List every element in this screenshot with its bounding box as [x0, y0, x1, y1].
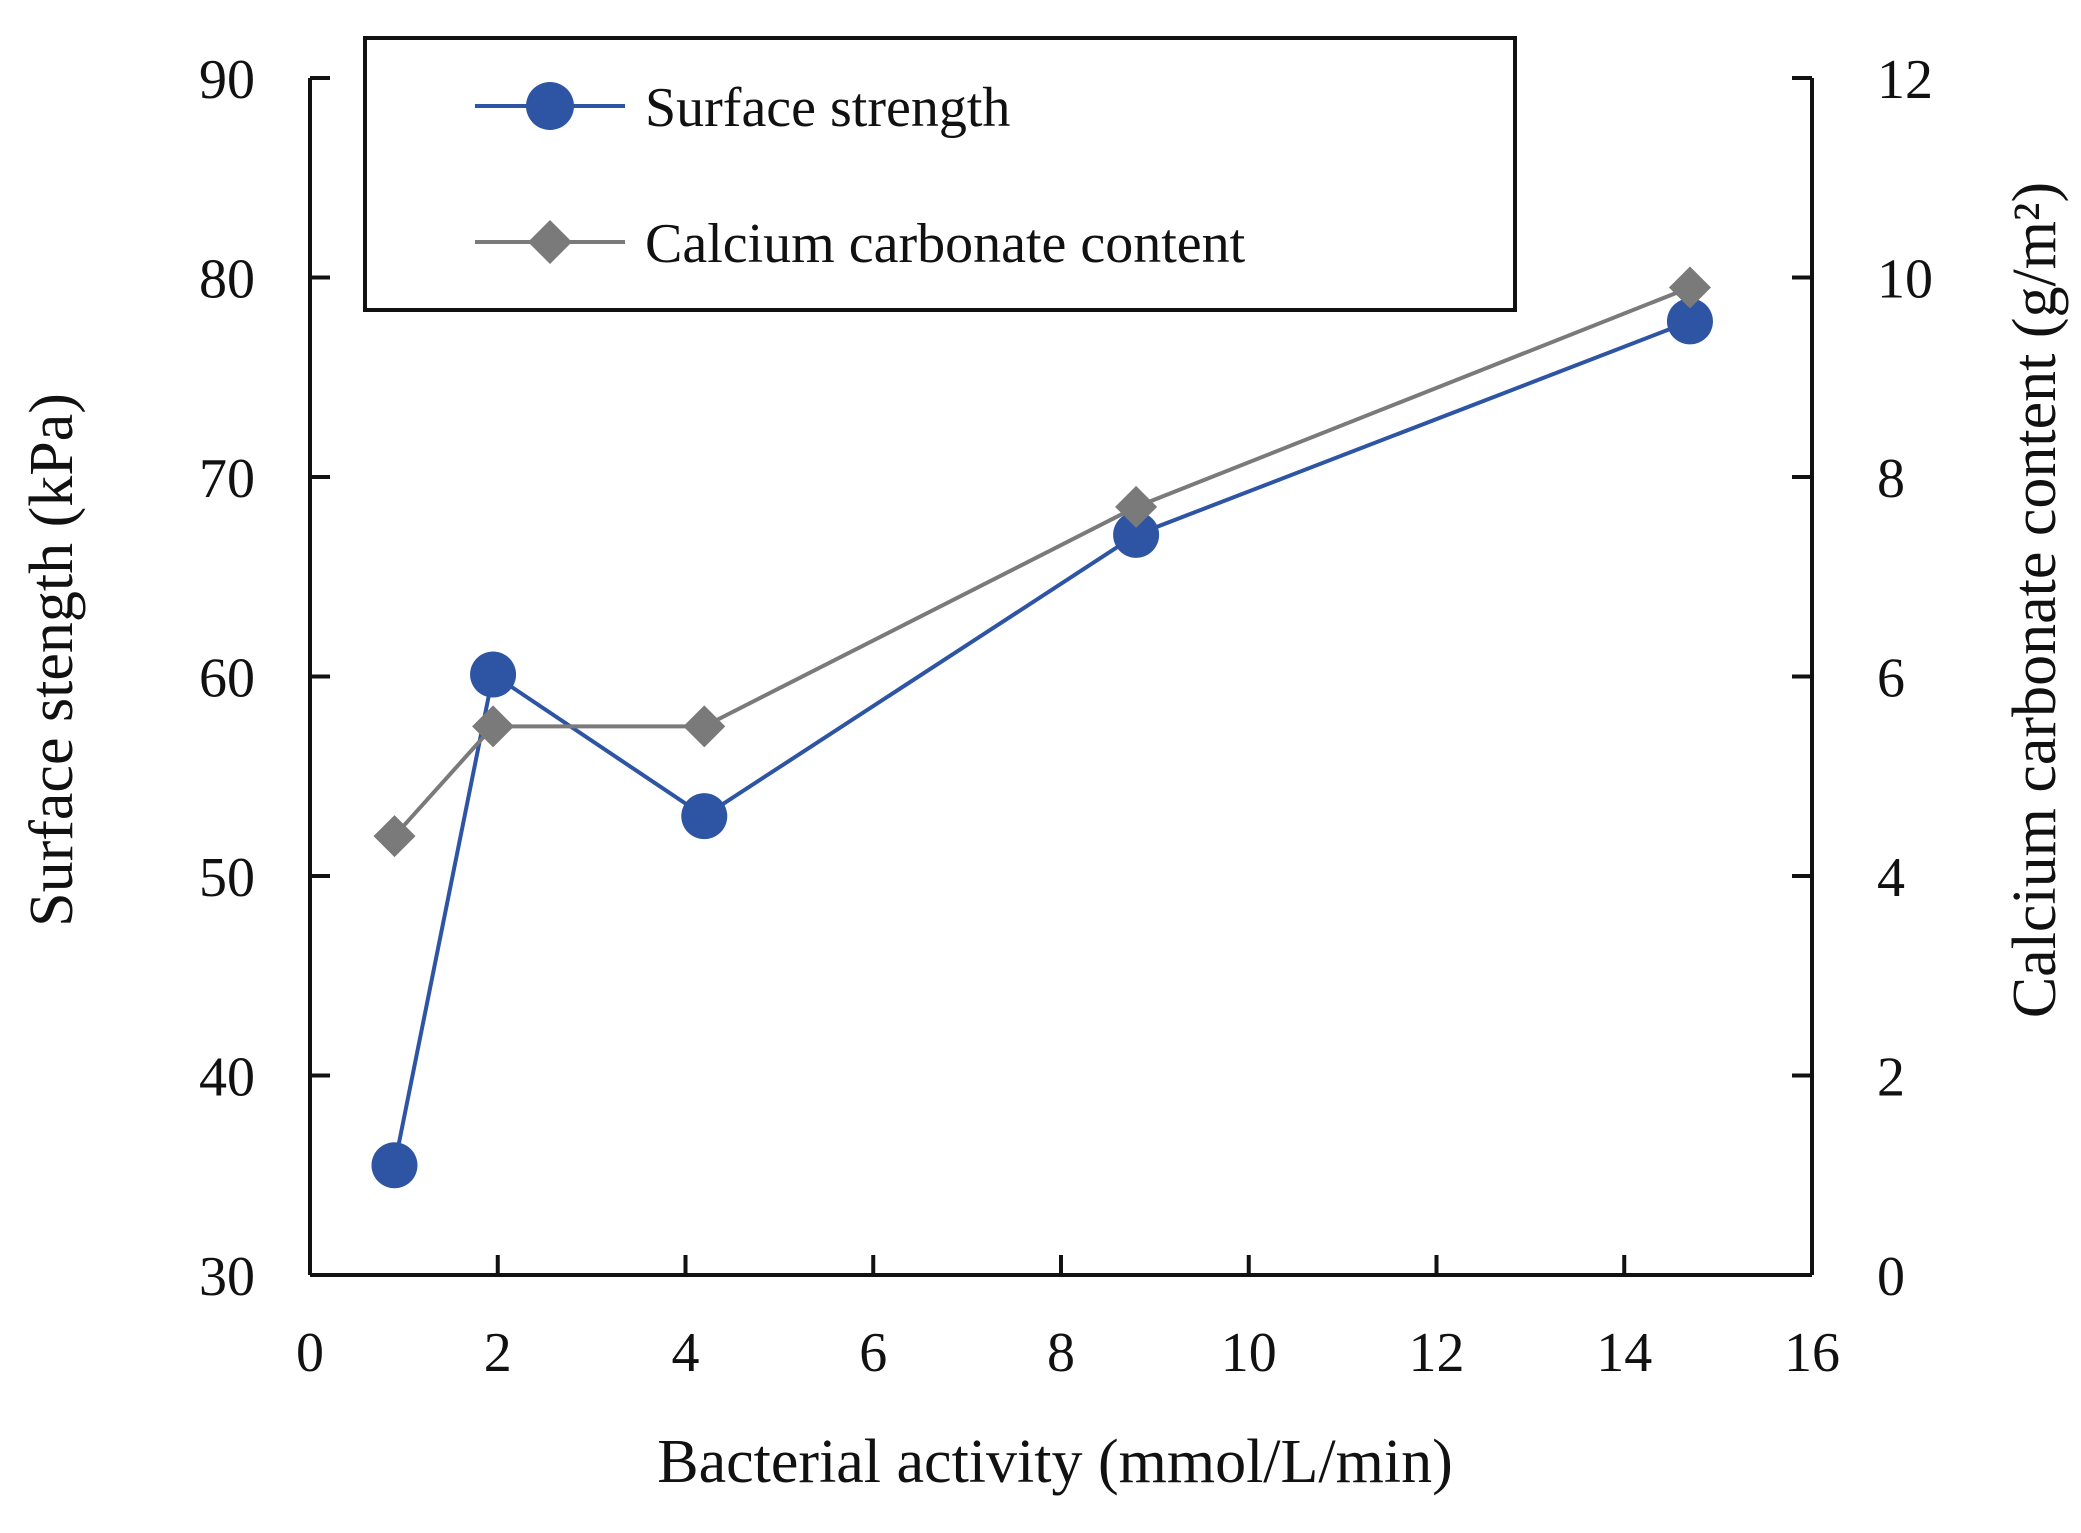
right-y-tick-label: 4 [1877, 847, 1905, 909]
x-tick-label: 6 [859, 1322, 887, 1384]
x-tick-label: 14 [1596, 1322, 1652, 1384]
left-y-axis-title: Surface stength (kPa) [18, 393, 86, 927]
legend-marker-calcium-carbonate [528, 220, 572, 264]
data-point-calcium-carbonate-content [683, 705, 726, 748]
data-point-calcium-carbonate-content [1668, 266, 1711, 309]
data-point-surface-strength [1113, 511, 1160, 558]
x-tick-label: 8 [1047, 1322, 1075, 1384]
data-point-surface-strength [470, 651, 517, 698]
x-tick-label: 10 [1221, 1322, 1277, 1384]
series-layer [371, 266, 1713, 1189]
right-y-tick-label: 6 [1877, 648, 1905, 710]
left-y-tick-label: 80 [199, 249, 255, 311]
x-axis-title: Bacterial activity (mmol/L/min) [657, 1428, 1452, 1496]
left-y-tick-label: 30 [199, 1246, 255, 1308]
data-point-surface-strength [371, 1142, 418, 1189]
left-y-tick-label: 70 [199, 448, 255, 510]
legend: Surface strength Calcium carbonate conte… [363, 36, 1517, 312]
x-tick-label: 4 [672, 1322, 700, 1384]
data-point-surface-strength [1666, 298, 1713, 345]
left-y-tick-label: 50 [199, 847, 255, 909]
x-tick-label: 12 [1409, 1322, 1465, 1384]
right-y-tick-label: 2 [1877, 1047, 1905, 1109]
left-y-tick-label: 60 [199, 648, 255, 710]
ticks: 0 2 4 6 8 10 12 14 16 30 40 50 60 70 80 90 0 2 4 6 8 10 12 [199, 49, 1933, 1384]
data-point-calcium-carbonate-content [373, 815, 416, 858]
right-y-tick-label: 8 [1877, 448, 1905, 510]
x-tick-label: 16 [1784, 1322, 1840, 1384]
legend-label-surface-strength: Surface strength [645, 77, 1010, 139]
x-tick-label: 0 [296, 1322, 324, 1384]
data-point-calcium-carbonate-content [1115, 485, 1158, 528]
right-y-tick-label: 12 [1877, 49, 1933, 111]
legend-label-calcium-carbonate: Calcium carbonate content [645, 213, 1246, 275]
right-y-tick-label: 10 [1877, 249, 1933, 311]
data-point-surface-strength [681, 793, 728, 840]
left-y-tick-label: 90 [199, 49, 255, 111]
legend-marker-surface-strength [526, 82, 574, 130]
right-y-tick-label: 0 [1877, 1246, 1905, 1308]
right-y-axis-title: Calcium carbonate content (g/m²) [2001, 182, 2069, 1018]
x-tick-label: 2 [484, 1322, 512, 1384]
data-point-calcium-carbonate-content [472, 705, 515, 748]
left-y-tick-label: 40 [199, 1047, 255, 1109]
